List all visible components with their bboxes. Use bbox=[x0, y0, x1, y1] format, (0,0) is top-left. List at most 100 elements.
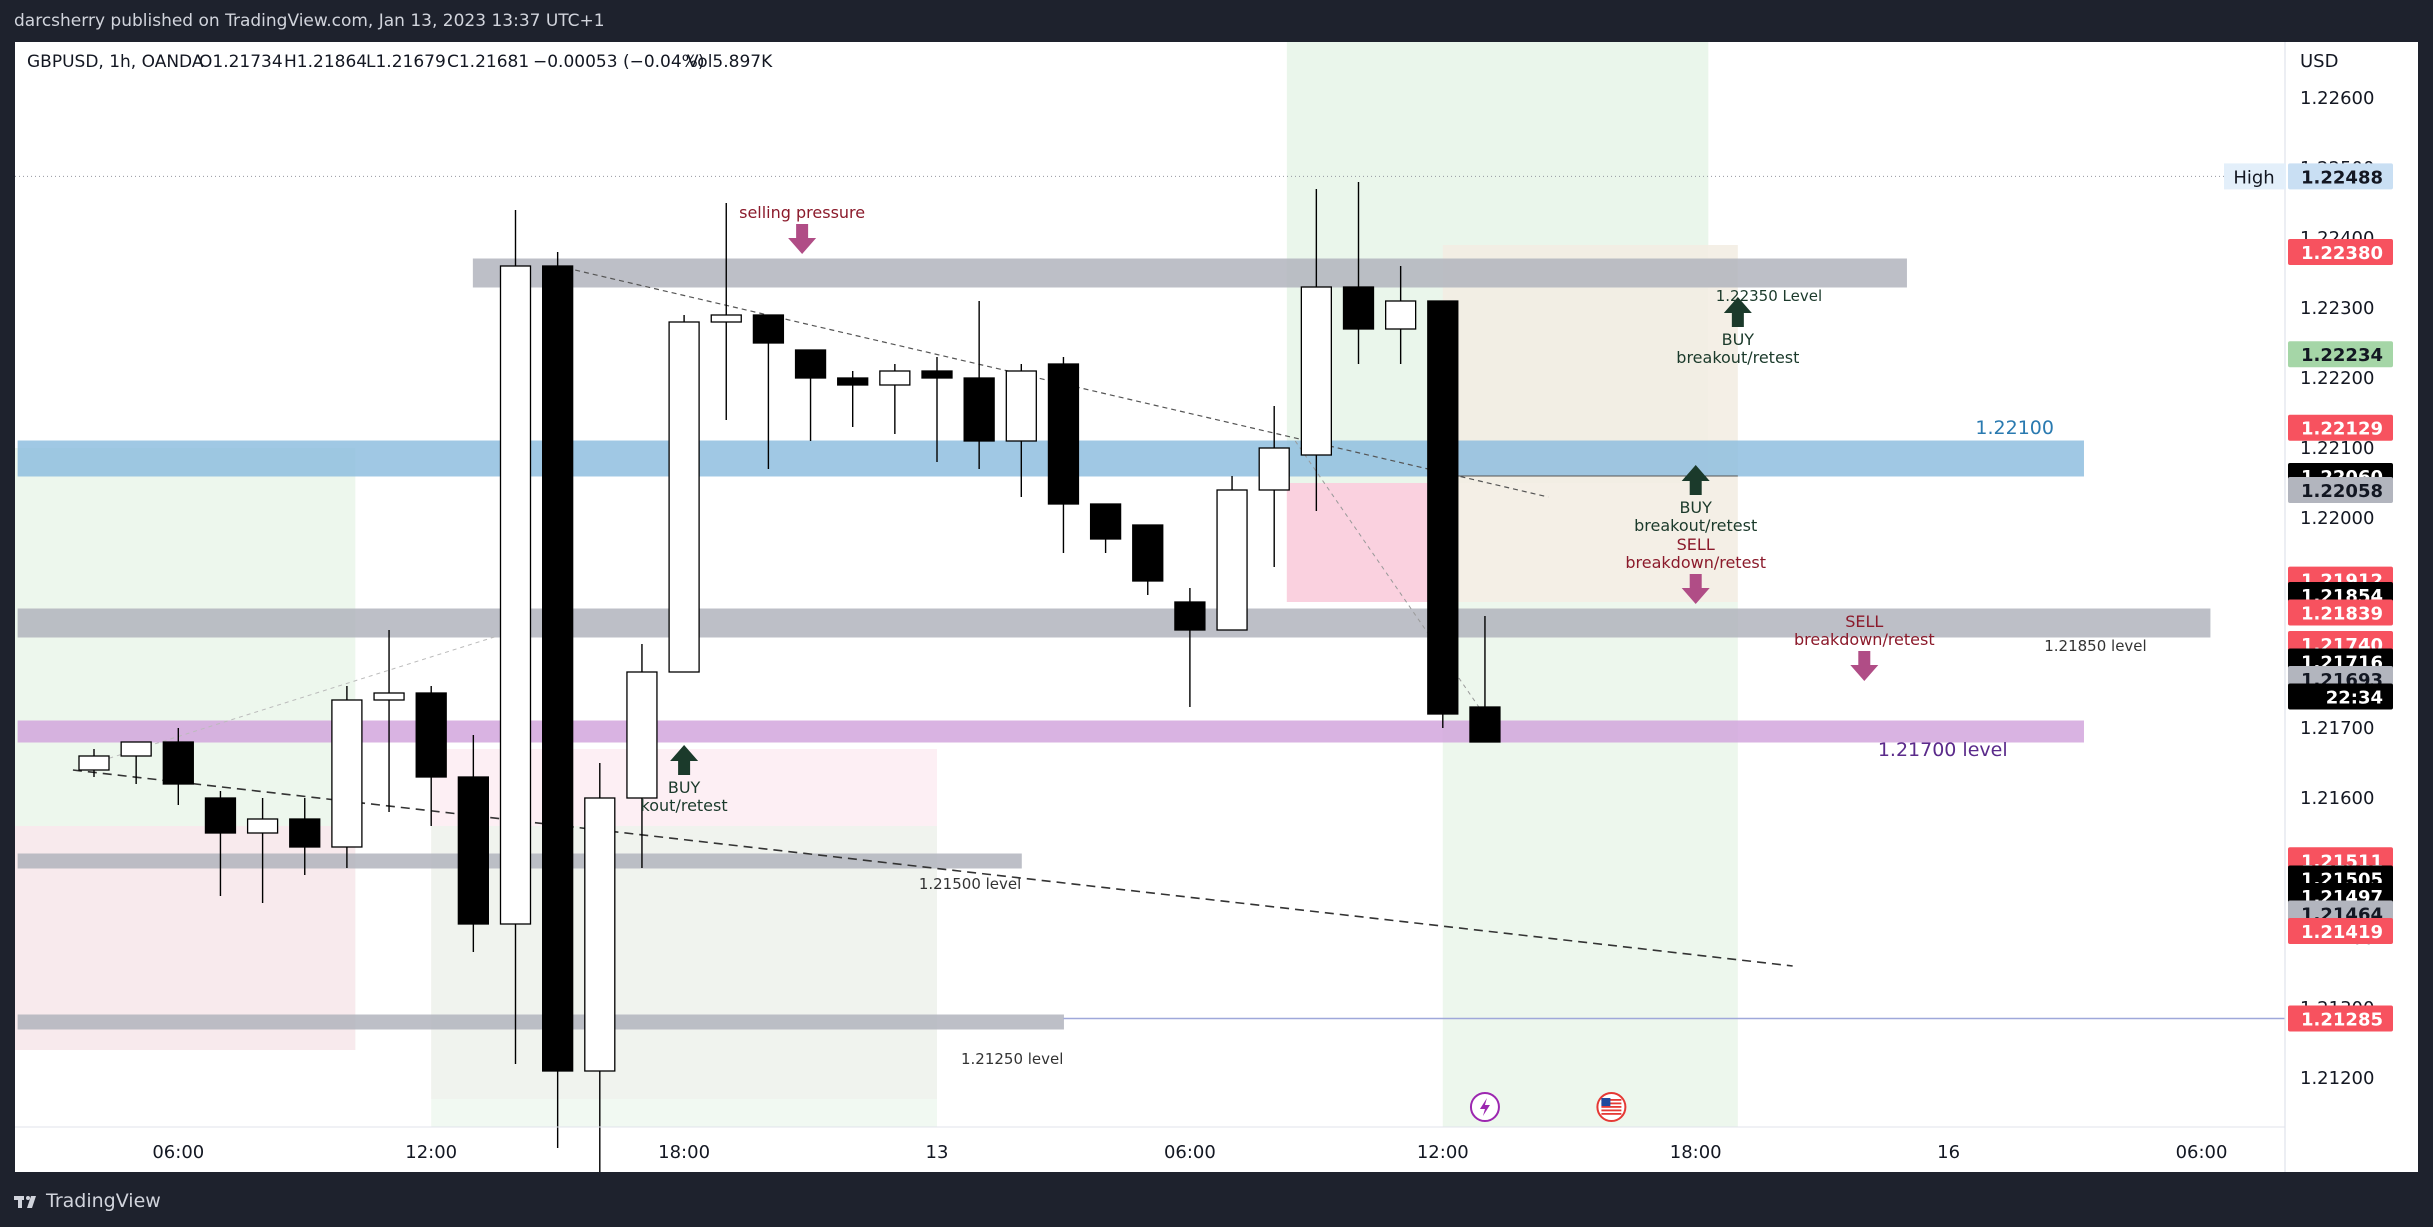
price-label[interactable] bbox=[2288, 477, 2393, 503]
candle-body[interactable] bbox=[837, 377, 869, 386]
target-zone[interactable] bbox=[1442, 245, 1738, 602]
price-label-text: 1.21285 bbox=[2301, 1010, 2383, 1031]
level-zone[interactable] bbox=[17, 608, 2211, 638]
flag-stripe bbox=[1601, 1099, 1622, 1101]
annotation-text: SELL bbox=[1845, 612, 1883, 631]
price-label[interactable] bbox=[2288, 163, 2393, 190]
candle-body[interactable] bbox=[1174, 601, 1206, 631]
candle-body[interactable] bbox=[1258, 447, 1290, 491]
trend-line[interactable] bbox=[93, 636, 495, 764]
time-axis-tick: 06:00 bbox=[2176, 1142, 2228, 1163]
candle-body[interactable] bbox=[289, 818, 321, 848]
level-label: 1.21500 level bbox=[919, 875, 1021, 893]
candle-body[interactable] bbox=[1427, 300, 1459, 715]
flag-canton bbox=[1601, 1098, 1611, 1106]
level-label: 1.22350 Level bbox=[1716, 287, 1822, 305]
high-tag bbox=[2224, 163, 2286, 190]
buy-arrow-icon bbox=[1723, 297, 1752, 327]
annotation-text: selling pressure bbox=[739, 203, 865, 222]
legend-open: O1.21734 bbox=[199, 52, 283, 72]
price-axis-tick: 1.22600 bbox=[2300, 88, 2374, 109]
legend-high: H1.21864 bbox=[284, 52, 367, 72]
price-label[interactable] bbox=[2288, 414, 2393, 441]
sell-arrow-icon bbox=[788, 224, 817, 254]
candle-body[interactable] bbox=[1089, 503, 1122, 540]
level-label: 1.22100 bbox=[1975, 417, 2054, 439]
stop-zone[interactable] bbox=[1286, 483, 1439, 602]
level-zone[interactable] bbox=[17, 720, 2084, 743]
price-axis-tick: 1.21700 bbox=[2300, 718, 2374, 739]
price-axis-tick: 1.22000 bbox=[2300, 508, 2374, 529]
price-label-text: 22:34 bbox=[2326, 688, 2383, 709]
price-label[interactable] bbox=[2288, 683, 2393, 710]
footer-bar: TradingView bbox=[0, 1172, 2433, 1227]
candle-body[interactable] bbox=[626, 671, 658, 799]
annotation-text: SELL bbox=[1677, 535, 1715, 554]
annotation-text: breakout/retest bbox=[1676, 348, 1799, 367]
time-axis-tick: 12:00 bbox=[1417, 1142, 1469, 1163]
tradingview-brand: TradingView bbox=[46, 1190, 161, 1212]
level-zone[interactable] bbox=[472, 258, 1907, 288]
annotation-text: BUY bbox=[668, 778, 701, 797]
price-label-text: 1.22058 bbox=[2301, 481, 2383, 502]
candle-body[interactable] bbox=[246, 818, 279, 834]
time-axis-tick: 18:00 bbox=[1670, 1142, 1722, 1163]
legend-low: L1.21679 bbox=[366, 52, 446, 72]
candle-body[interactable] bbox=[1300, 286, 1332, 456]
price-label-text: 1.21419 bbox=[2301, 922, 2383, 943]
candle-body[interactable] bbox=[1005, 370, 1037, 442]
trend-line[interactable] bbox=[1294, 440, 1494, 729]
candle-body[interactable] bbox=[921, 370, 953, 379]
annotation-text: BUY bbox=[1679, 498, 1712, 517]
flag-stripe bbox=[1601, 1109, 1622, 1112]
price-axis-tick: 1.21600 bbox=[2300, 788, 2374, 809]
candle-body[interactable] bbox=[584, 797, 616, 1072]
candle-body[interactable] bbox=[204, 797, 237, 834]
price-label[interactable] bbox=[2288, 1005, 2393, 1032]
candle-body[interactable] bbox=[162, 741, 194, 785]
candle-body[interactable] bbox=[78, 755, 110, 771]
price-axis-tick: 1.21200 bbox=[2300, 1068, 2374, 1089]
price-label[interactable] bbox=[2288, 341, 2393, 368]
price-chart[interactable]: 1.22350 Level 1.22100 1.21850 level 1.21700… bbox=[15, 42, 2418, 1172]
flag-stripe bbox=[1601, 1106, 1622, 1108]
candle-body[interactable] bbox=[1132, 524, 1164, 582]
candle-body[interactable] bbox=[752, 314, 785, 344]
price-label-text: 1.22129 bbox=[2301, 419, 2383, 440]
candle-body[interactable] bbox=[668, 321, 700, 673]
candle-body[interactable] bbox=[710, 314, 742, 323]
candle-body[interactable] bbox=[331, 699, 363, 848]
tradingview-logo[interactable]: TradingView bbox=[14, 1190, 161, 1212]
candle-body[interactable] bbox=[415, 692, 447, 778]
candle-body[interactable] bbox=[963, 377, 995, 442]
time-axis-tick: 16 bbox=[1937, 1142, 1960, 1163]
legend-close: C1.21681 bbox=[447, 52, 529, 72]
candle-body[interactable] bbox=[794, 349, 827, 379]
price-label[interactable] bbox=[2288, 918, 2393, 944]
candle-body[interactable] bbox=[120, 741, 152, 757]
price-axis-currency: USD bbox=[2300, 51, 2338, 72]
annotation-text: breakdown/retest bbox=[1625, 553, 1766, 572]
candle-body[interactable] bbox=[1385, 300, 1417, 330]
candle-body[interactable] bbox=[457, 776, 490, 925]
candle-body[interactable] bbox=[1342, 286, 1375, 330]
annotation-text: breakdown/retest bbox=[1794, 630, 1935, 649]
candle-body[interactable] bbox=[1469, 706, 1501, 743]
long-position-zone[interactable] bbox=[1442, 602, 1738, 1127]
candle-body[interactable] bbox=[879, 370, 911, 386]
price-axis-tick: 1.22100 bbox=[2300, 438, 2374, 459]
price-label[interactable] bbox=[2288, 599, 2393, 626]
time-axis-tick: 06:00 bbox=[1164, 1142, 1216, 1163]
flag-stripe bbox=[1601, 1113, 1622, 1115]
level-zone[interactable] bbox=[17, 1014, 1064, 1030]
candle-body[interactable] bbox=[1216, 489, 1248, 631]
candle-body[interactable] bbox=[542, 265, 574, 1072]
chart-area[interactable]: 1.22350 Level 1.22100 1.21850 level 1.21700… bbox=[15, 42, 2418, 1172]
candle-body[interactable] bbox=[373, 692, 405, 701]
candle-body[interactable] bbox=[499, 265, 532, 925]
flag-stripe bbox=[1601, 1102, 1622, 1105]
buy-arrow-icon bbox=[1681, 465, 1710, 495]
price-label-text: 1.22380 bbox=[2301, 243, 2383, 264]
candle-body[interactable] bbox=[1047, 363, 1080, 505]
price-label[interactable] bbox=[2288, 239, 2393, 265]
